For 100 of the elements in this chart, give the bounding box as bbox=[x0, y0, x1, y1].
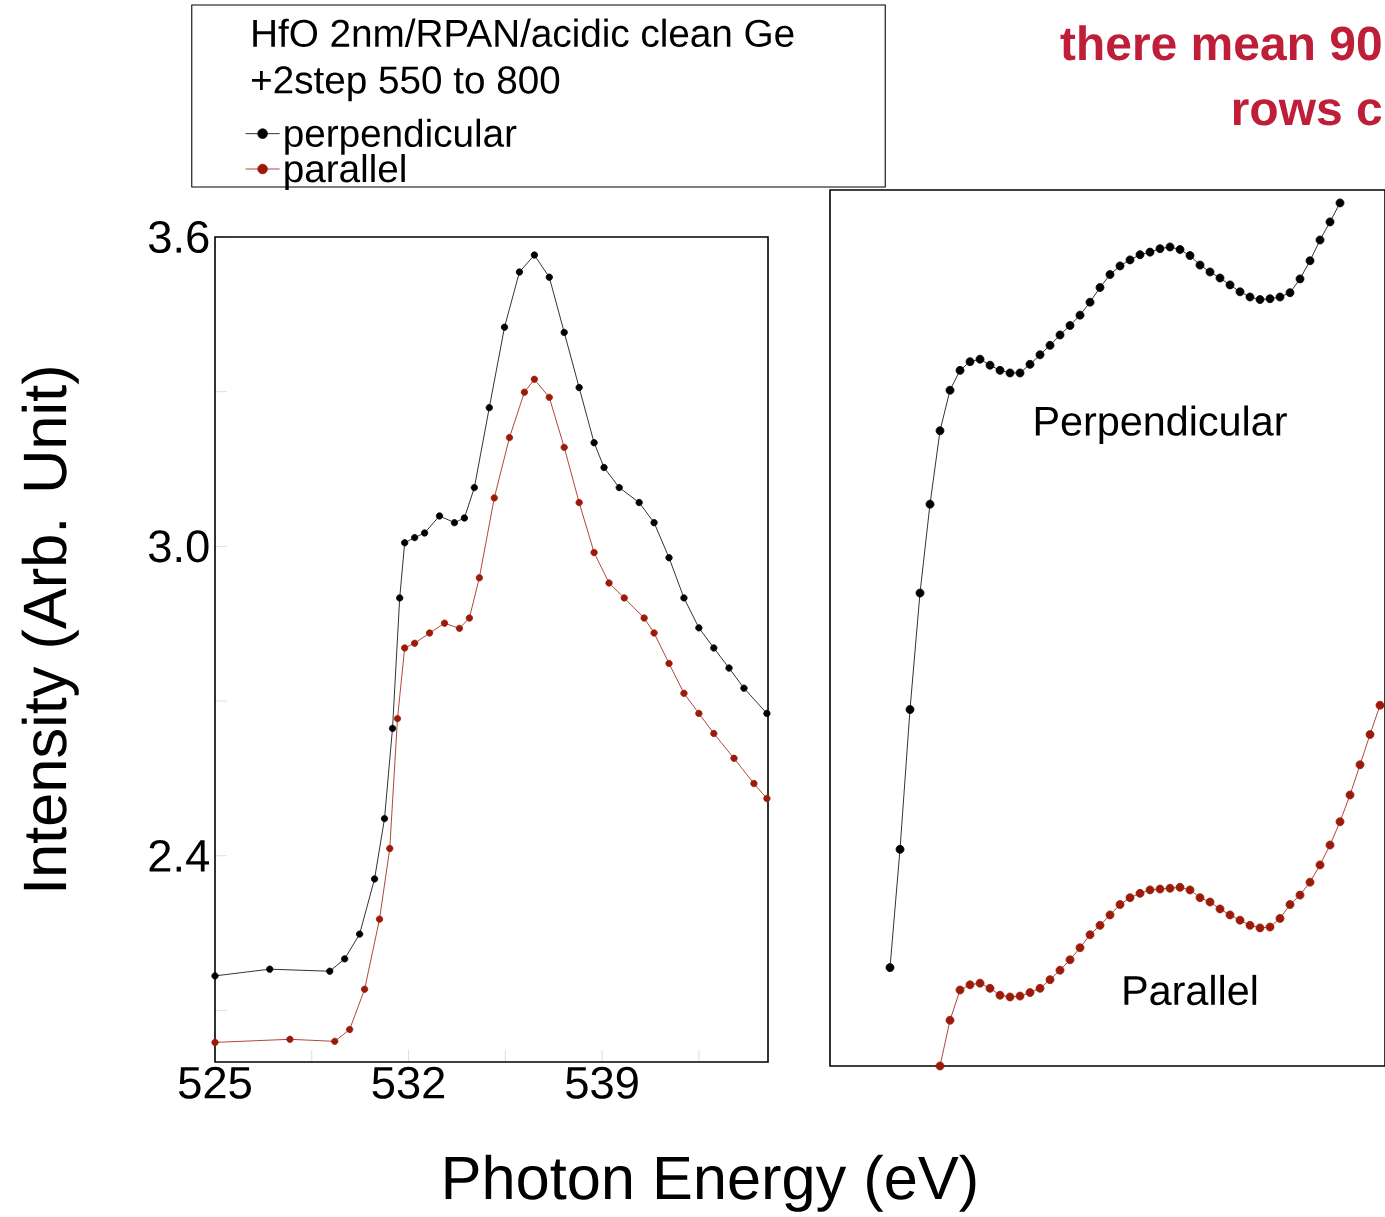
point bbox=[1215, 904, 1225, 914]
point bbox=[331, 1037, 339, 1045]
point bbox=[725, 664, 733, 672]
point bbox=[1175, 245, 1185, 254]
point bbox=[1225, 280, 1235, 290]
point bbox=[386, 844, 394, 853]
point bbox=[1025, 988, 1035, 998]
point bbox=[1215, 273, 1225, 283]
point bbox=[401, 644, 409, 652]
point bbox=[425, 629, 434, 637]
point bbox=[1035, 983, 1045, 993]
point bbox=[1185, 885, 1195, 895]
point bbox=[1095, 920, 1105, 930]
point bbox=[650, 519, 658, 527]
point bbox=[1095, 283, 1105, 292]
point bbox=[266, 965, 274, 973]
point bbox=[356, 930, 364, 938]
point bbox=[211, 972, 219, 980]
point bbox=[450, 519, 459, 527]
point bbox=[935, 1061, 945, 1071]
text: there mean 90 bbox=[1060, 25, 1381, 61]
point bbox=[211, 1038, 219, 1046]
y-axis-title: Intensity (Arb. Unit) bbox=[21, 368, 79, 890]
point bbox=[995, 365, 1005, 375]
point bbox=[1325, 840, 1335, 850]
point bbox=[600, 463, 608, 472]
point bbox=[520, 388, 529, 396]
point bbox=[915, 588, 925, 598]
point bbox=[530, 375, 538, 383]
point bbox=[411, 534, 419, 542]
point bbox=[401, 539, 409, 547]
point bbox=[1195, 260, 1205, 270]
point bbox=[665, 554, 673, 562]
x-tick-label: 532 bbox=[372, 1066, 445, 1099]
point bbox=[1055, 965, 1065, 975]
x-tick-label: 525 bbox=[179, 1066, 251, 1099]
point bbox=[1335, 817, 1345, 827]
point bbox=[1235, 915, 1245, 925]
point bbox=[505, 433, 514, 442]
point bbox=[1155, 244, 1165, 254]
point bbox=[326, 967, 334, 975]
legend-label: parallel bbox=[285, 153, 405, 191]
point bbox=[1245, 920, 1255, 930]
point bbox=[1355, 760, 1365, 770]
point bbox=[411, 639, 419, 647]
point bbox=[1005, 368, 1015, 378]
point bbox=[640, 614, 648, 622]
point bbox=[605, 579, 613, 587]
point bbox=[470, 483, 478, 492]
point bbox=[1155, 884, 1165, 894]
point bbox=[1255, 295, 1265, 304]
point bbox=[455, 624, 464, 632]
point bbox=[545, 273, 553, 281]
y-tick-label: 3.6 bbox=[149, 220, 209, 254]
point bbox=[590, 548, 598, 557]
point bbox=[955, 985, 965, 995]
point bbox=[985, 360, 995, 370]
point bbox=[1265, 294, 1275, 304]
point bbox=[750, 779, 758, 788]
point bbox=[710, 644, 718, 652]
point bbox=[710, 729, 718, 738]
x-tick-label: 539 bbox=[566, 1066, 638, 1099]
point bbox=[1295, 274, 1305, 284]
point bbox=[341, 955, 349, 963]
point bbox=[1015, 368, 1025, 378]
point bbox=[1035, 350, 1045, 360]
point bbox=[421, 529, 429, 537]
point bbox=[485, 404, 493, 412]
point bbox=[1365, 730, 1375, 739]
point bbox=[615, 483, 623, 492]
text: rows c bbox=[1233, 99, 1382, 126]
point bbox=[945, 385, 955, 395]
point bbox=[935, 426, 945, 436]
point bbox=[1005, 992, 1015, 1002]
point bbox=[945, 1015, 955, 1025]
point bbox=[1315, 860, 1325, 870]
point bbox=[435, 512, 444, 520]
point bbox=[1125, 893, 1135, 903]
point bbox=[965, 357, 975, 367]
point bbox=[1275, 914, 1285, 923]
point bbox=[1045, 340, 1055, 350]
point bbox=[1285, 900, 1295, 909]
point bbox=[1135, 250, 1145, 260]
point bbox=[1235, 287, 1245, 297]
point bbox=[1345, 790, 1355, 800]
point bbox=[460, 514, 469, 522]
point bbox=[1175, 882, 1185, 892]
point bbox=[1015, 991, 1025, 1001]
point bbox=[995, 990, 1005, 1000]
point bbox=[1305, 877, 1315, 887]
point bbox=[1285, 288, 1295, 298]
point bbox=[396, 594, 404, 602]
point bbox=[1065, 955, 1075, 965]
point bbox=[763, 794, 771, 803]
point bbox=[515, 268, 524, 276]
point bbox=[680, 689, 688, 697]
series-label: Parallel bbox=[1124, 974, 1257, 1006]
point bbox=[545, 393, 553, 401]
point bbox=[500, 323, 509, 331]
point bbox=[575, 383, 583, 392]
